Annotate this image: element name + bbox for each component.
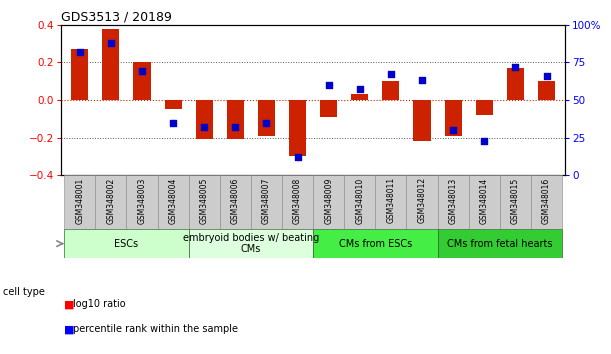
Bar (164, 100, 181, 109)
Bar (220, 175, 251, 229)
Text: ■: ■ (64, 324, 75, 334)
Text: ESCs: ESCs (114, 239, 139, 249)
Bar (437, 229, 562, 258)
Text: GSM348016: GSM348016 (542, 177, 551, 224)
Point (75, 49, 85, 55)
Bar (189, 229, 313, 258)
Point (168, 120, 178, 125)
Point (511, 64, 521, 70)
Text: GSM348008: GSM348008 (293, 177, 302, 224)
Text: log10 ratio: log10 ratio (73, 299, 126, 309)
Bar (64, 175, 95, 229)
Point (541, 73, 551, 79)
Point (355, 87, 365, 92)
Bar (469, 175, 500, 229)
Bar (258, 100, 275, 136)
Text: GSM348005: GSM348005 (200, 177, 209, 224)
Bar (71, 49, 89, 100)
Bar (313, 175, 344, 229)
Bar (437, 175, 469, 229)
Bar (196, 100, 213, 139)
Text: GSM348009: GSM348009 (324, 177, 333, 224)
Bar (414, 100, 431, 141)
Text: GSM348012: GSM348012 (417, 177, 426, 223)
Bar (476, 100, 493, 115)
Text: GSM348006: GSM348006 (231, 177, 240, 224)
Bar (189, 175, 220, 229)
Point (324, 82, 334, 88)
Text: GSM348010: GSM348010 (356, 177, 364, 224)
Text: cell type: cell type (3, 287, 45, 297)
Bar (64, 229, 189, 258)
Bar (351, 94, 368, 100)
Text: GSM348002: GSM348002 (106, 177, 115, 224)
Bar (251, 175, 282, 229)
Point (386, 72, 396, 77)
Bar (507, 68, 524, 100)
Text: GSM348003: GSM348003 (137, 177, 147, 224)
Text: GDS3513 / 20189: GDS3513 / 20189 (61, 11, 172, 24)
Point (137, 69, 147, 74)
Bar (313, 229, 437, 258)
Bar (95, 175, 126, 229)
Point (262, 120, 271, 125)
Point (293, 154, 302, 160)
Bar (320, 100, 337, 117)
Bar (227, 100, 244, 139)
Text: CMs from fetal hearts: CMs from fetal hearts (447, 239, 552, 249)
Bar (158, 175, 189, 229)
Bar (344, 175, 375, 229)
Bar (289, 100, 306, 156)
Text: embryoid bodies w/ beating
CMs: embryoid bodies w/ beating CMs (183, 233, 319, 255)
Text: GSM348011: GSM348011 (386, 177, 395, 223)
Bar (500, 175, 531, 229)
Bar (531, 175, 562, 229)
Text: GSM348014: GSM348014 (480, 177, 489, 224)
Point (106, 40, 115, 46)
Bar (282, 175, 313, 229)
Bar (445, 100, 462, 136)
Bar (382, 81, 400, 100)
Bar (375, 175, 406, 229)
Text: GSM348013: GSM348013 (448, 177, 458, 224)
Text: ■: ■ (64, 299, 75, 309)
Bar (133, 62, 150, 100)
Point (417, 78, 427, 83)
Text: CMs from ESCs: CMs from ESCs (338, 239, 412, 249)
Text: GSM348015: GSM348015 (511, 177, 520, 224)
Text: GSM348004: GSM348004 (169, 177, 178, 224)
Point (448, 127, 458, 133)
Point (480, 138, 489, 143)
Point (230, 124, 240, 130)
Bar (406, 175, 437, 229)
Text: GSM348001: GSM348001 (75, 177, 84, 224)
Bar (126, 175, 158, 229)
Bar (538, 81, 555, 100)
Point (199, 124, 209, 130)
Text: percentile rank within the sample: percentile rank within the sample (73, 324, 238, 334)
Text: GSM348007: GSM348007 (262, 177, 271, 224)
Bar (102, 29, 119, 100)
